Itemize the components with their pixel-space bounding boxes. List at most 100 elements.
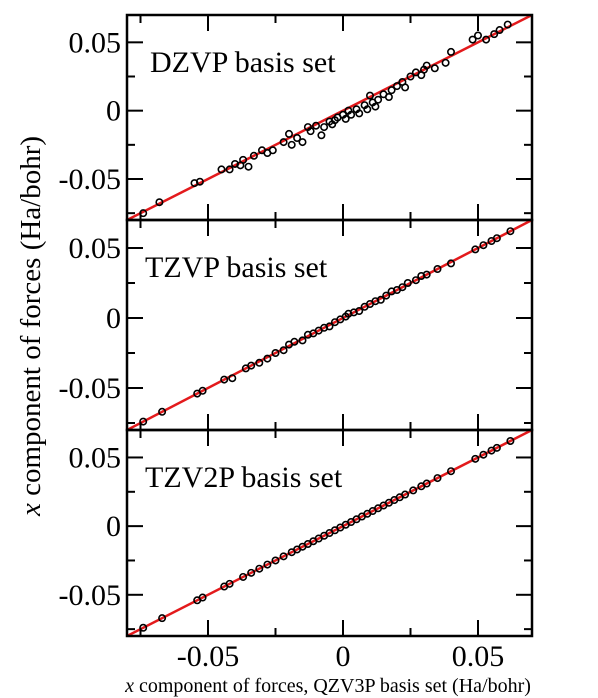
data-point (401, 490, 410, 499)
data-point (468, 35, 477, 44)
data-point (403, 278, 412, 287)
y-tick-label: -0.05 (59, 579, 122, 612)
x-tick-label: 0.05 (452, 640, 505, 673)
data-point (325, 322, 334, 331)
y-tick-label: -0.05 (59, 372, 122, 405)
data-point (263, 354, 272, 363)
data-point (239, 155, 248, 164)
data-point (355, 109, 364, 118)
data-point (479, 450, 488, 459)
plot-frame (125, 428, 534, 638)
data-point (293, 134, 302, 143)
data-point (306, 127, 315, 136)
x-tick-label: 0 (336, 640, 351, 673)
data-point (411, 276, 420, 285)
panel-dzvp: -0.05 0 0.05 DZVP basis set (59, 13, 534, 222)
data-point (441, 58, 450, 67)
data-point (284, 129, 293, 138)
data-point (433, 474, 442, 483)
data-point (139, 417, 148, 426)
y-tick-label: 0.05 (69, 441, 122, 474)
data-point (382, 291, 391, 300)
data-point (446, 259, 455, 268)
data-point (298, 336, 307, 345)
data-point (317, 131, 326, 140)
data-point (479, 241, 488, 250)
y-tick-label: 0.05 (69, 232, 122, 265)
data-point (430, 64, 439, 73)
data-point (387, 86, 396, 95)
y-axis-title: x component of forces (Ha/bohr) (15, 136, 47, 517)
y-tick-label: 0 (106, 95, 121, 128)
data-point (311, 121, 320, 130)
data-point (263, 560, 272, 569)
data-point (158, 407, 167, 416)
data-point (249, 151, 258, 160)
data-point (384, 93, 393, 102)
data-point (392, 82, 401, 91)
data-point (490, 30, 499, 39)
data-point (139, 623, 148, 632)
data-point (255, 358, 264, 367)
data-point (363, 105, 372, 114)
data-point (320, 123, 329, 132)
y-tick-label: 0.05 (69, 26, 122, 59)
data-point (225, 165, 234, 174)
data-point (471, 245, 480, 254)
data-point (279, 346, 288, 355)
data-point (398, 283, 407, 292)
data-points (139, 436, 515, 632)
y-tick-label: -0.05 (59, 163, 122, 196)
data-point (225, 579, 234, 588)
data-point (298, 138, 307, 147)
data-point (287, 140, 296, 149)
data-point (279, 138, 288, 147)
data-point (495, 26, 504, 35)
y-axis-title-rest: component of forces (Ha/bohr) (15, 136, 47, 503)
data-point (347, 110, 356, 119)
panel-tzv2p: -0.05 0 0.05 -0.05 0 0.05 TZV2P basis set (59, 428, 534, 673)
data-point (409, 486, 418, 495)
data-point (217, 165, 226, 174)
panel-tzvp: -0.05 0 0.05 TZVP basis set (59, 218, 534, 432)
data-point (268, 146, 277, 155)
x-axis-title-italic: x (124, 675, 134, 697)
data-point (401, 83, 410, 92)
data-point (406, 72, 415, 81)
data-point (290, 337, 299, 346)
y-axis-title-italic: x (15, 503, 47, 517)
data-point (473, 31, 482, 40)
data-point (198, 593, 207, 602)
data-point (376, 295, 385, 304)
x-axis-title-rest: component of forces, QZV3P basis set (Ha… (134, 675, 531, 697)
data-point (239, 572, 248, 581)
y-tick-label: 0 (106, 510, 121, 543)
data-point (422, 61, 431, 70)
x-tick-label: -0.05 (177, 640, 240, 673)
data-point (446, 467, 455, 476)
data-point (355, 306, 364, 315)
panel-label: TZV2P basis set (145, 461, 343, 494)
data-point (195, 177, 204, 186)
data-point (279, 552, 288, 561)
data-points (139, 227, 515, 426)
data-point (341, 114, 350, 123)
data-point (433, 264, 442, 273)
panels: -0.05 0 0.05 DZVP basis set -0.05 0 0.05 TZVP b… (59, 13, 534, 673)
data-point (255, 564, 264, 573)
data-point (198, 386, 207, 395)
data-point (247, 568, 256, 577)
data-point (155, 198, 164, 207)
data-point (244, 162, 253, 171)
data-point (471, 454, 480, 463)
x-axis-title: x component of forces, QZV3P basis set (… (124, 675, 531, 697)
data-point (492, 443, 501, 452)
data-point (371, 102, 380, 111)
data-point (506, 227, 515, 236)
data-point (228, 374, 237, 383)
data-point (482, 35, 491, 44)
data-point (503, 20, 512, 29)
data-point (220, 375, 229, 384)
data-point (422, 270, 431, 279)
